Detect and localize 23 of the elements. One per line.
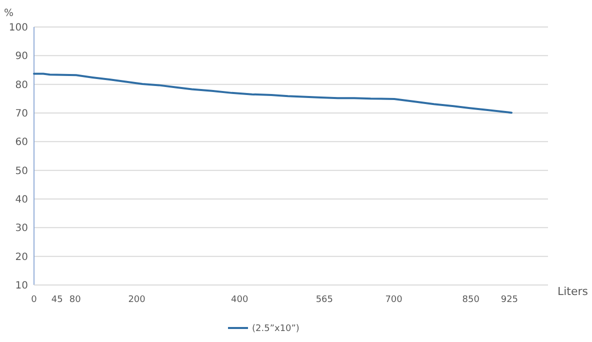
y-axis-title: % <box>4 8 14 19</box>
x-tick-label: 565 <box>316 295 334 305</box>
x-tick-label: 0 <box>31 295 38 305</box>
x-tick-label: 400 <box>231 295 248 305</box>
y-tick-label: 50 <box>15 166 28 177</box>
y-tick-label: 10 <box>15 280 28 292</box>
x-tick-label: 200 <box>128 295 146 305</box>
y-tick-label: 30 <box>15 223 28 234</box>
line-series <box>33 72 513 114</box>
x-tick-label: 45 <box>51 295 63 305</box>
y-tick-label: 100 <box>8 22 28 34</box>
y-tick-label: 20 <box>15 252 28 263</box>
x-tick-label: 700 <box>385 295 403 305</box>
y-tick-label: 80 <box>15 80 28 91</box>
y-tick-label: 60 <box>15 137 28 148</box>
x-tick-label: 80 <box>69 295 82 305</box>
y-tick-label: 70 <box>15 108 28 120</box>
x-tick-label: 925 <box>500 295 518 305</box>
y-tick-label: 90 <box>15 51 28 62</box>
x-axis-title: Liters <box>557 285 588 298</box>
y-tick-label: 40 <box>15 194 28 206</box>
x-tick-label: 850 <box>462 295 480 305</box>
legend-label: (2.5”x10”) <box>252 324 300 334</box>
